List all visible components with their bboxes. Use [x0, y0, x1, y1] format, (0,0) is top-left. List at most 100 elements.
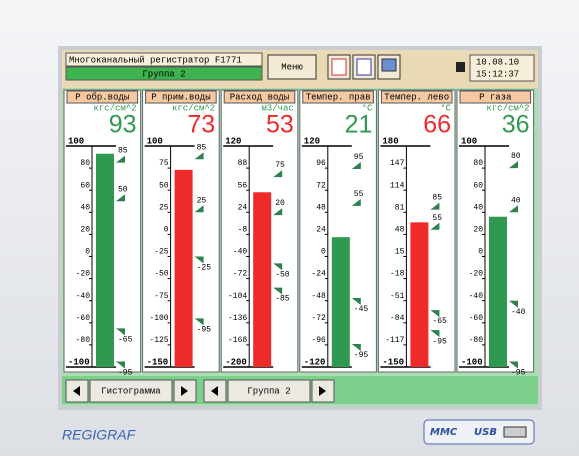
setpoint-marker [509, 205, 518, 213]
ports-panel [423, 419, 535, 445]
port-mmc: MMC [430, 427, 458, 438]
tick-label: -60 [469, 314, 484, 323]
setpoint-marker [351, 198, 361, 206]
scale-min: -100 [68, 357, 90, 367]
mode-button[interactable] [89, 379, 173, 403]
title-box [65, 52, 263, 67]
tick-label: -168 [228, 336, 247, 345]
tick-label: -72 [311, 314, 326, 323]
setpoint-label: 25 [197, 196, 207, 205]
tick-label: 60 [473, 181, 483, 190]
setpoint-label: 95 [354, 153, 364, 162]
channels: Р обр.водыкгс/см^293100-100806040200-20-… [63, 89, 535, 378]
setpoint-marker [116, 328, 125, 336]
setpoint-label: -95 [354, 351, 369, 360]
channel-title: Р обр.воды [75, 92, 129, 102]
tick-label: 48 [316, 203, 326, 212]
scale-max: 100 [147, 136, 163, 146]
tick-label: 25 [159, 203, 169, 212]
setpoint-label: 80 [511, 152, 521, 161]
group-label: Группа 2 [247, 386, 290, 396]
setpoint-marker [430, 330, 440, 338]
setpoint-marker [509, 361, 518, 369]
tick-label: -117 [385, 336, 404, 345]
channel-title: Темпер. прав [306, 92, 371, 102]
setpoint-marker [430, 310, 440, 318]
channel-title-box [380, 90, 453, 104]
setpoint-label: 85 [197, 143, 207, 152]
setpoint-marker [194, 205, 204, 213]
tick-label: 24 [316, 226, 326, 235]
tick-label: -40 [233, 248, 248, 257]
setpoint-label: 50 [118, 185, 128, 194]
mode-label: Гистограмма [101, 386, 161, 396]
tick-label: 40 [80, 203, 90, 212]
channel-value: 66 [423, 111, 451, 139]
channel-title-box [459, 90, 532, 104]
scale-max: 180 [382, 136, 398, 146]
tick-label: -50 [154, 270, 169, 279]
tick-label: -18 [390, 270, 405, 279]
menu-label: Меню [281, 62, 303, 72]
scale-max: 120 [304, 136, 320, 146]
channel-unit: м3/час [261, 103, 293, 113]
setpoint-label: -50 [275, 271, 290, 280]
tick-label: -8 [238, 226, 248, 235]
tick-label: 80 [80, 159, 90, 168]
setpoint-label: -95 [118, 369, 133, 378]
tick-label: 96 [316, 159, 326, 168]
tick-label: -100 [149, 314, 168, 323]
bar [253, 192, 272, 367]
tick-label: -80 [76, 336, 91, 345]
setpoint-marker [116, 155, 125, 163]
time: 15:12:37 [476, 69, 519, 79]
menu-button[interactable] [267, 54, 317, 80]
tick-label: 50 [159, 181, 169, 190]
setpoint-marker [351, 343, 361, 351]
setpoint-marker [273, 287, 283, 295]
header-title: Многоканальный регистратор F1771 [69, 55, 242, 65]
setpoint-marker [509, 161, 518, 169]
channel-title-box [145, 90, 217, 104]
scale-min: -120 [304, 357, 326, 367]
setpoint-marker [351, 162, 361, 170]
scale-min: -150 [147, 357, 169, 367]
tick-label: -80 [469, 336, 484, 345]
setpoint-marker [116, 194, 125, 202]
save-icon [456, 62, 465, 72]
tick-label: 81 [395, 203, 405, 212]
setpoint-label: 55 [354, 190, 364, 199]
icon [381, 58, 397, 72]
scale-min: -150 [382, 357, 404, 367]
scale-max: 120 [225, 136, 241, 146]
setpoint-marker [194, 152, 204, 160]
bar [96, 153, 114, 367]
arrow [319, 386, 326, 396]
tick-label: -48 [311, 292, 326, 301]
bar [331, 237, 350, 367]
icon [331, 58, 347, 76]
tick-label: -25 [154, 248, 169, 257]
tick-label: 56 [238, 181, 248, 190]
setpoint-label: 75 [275, 161, 285, 170]
tick-label: 88 [238, 159, 248, 168]
setpoint-marker [273, 170, 283, 178]
tick-label: -20 [76, 270, 91, 279]
setpoint-label: -95 [511, 369, 526, 378]
group-button[interactable] [227, 379, 311, 403]
channel-title-box [223, 90, 296, 104]
tick-label: 60 [80, 181, 90, 190]
channel-value: 21 [345, 111, 373, 139]
tick-label: -24 [311, 270, 326, 279]
setpoint-label: -25 [197, 264, 212, 273]
arrow [73, 386, 80, 396]
icon [356, 58, 372, 76]
setpoint-label: 20 [275, 199, 285, 208]
tick-label: -136 [228, 314, 247, 323]
channel-title-box [302, 90, 374, 104]
setpoint-label: -65 [118, 335, 133, 344]
scale-max: 100 [68, 136, 84, 146]
arrow [181, 386, 188, 396]
tick-label: 0 [85, 248, 90, 257]
bar [174, 169, 193, 367]
